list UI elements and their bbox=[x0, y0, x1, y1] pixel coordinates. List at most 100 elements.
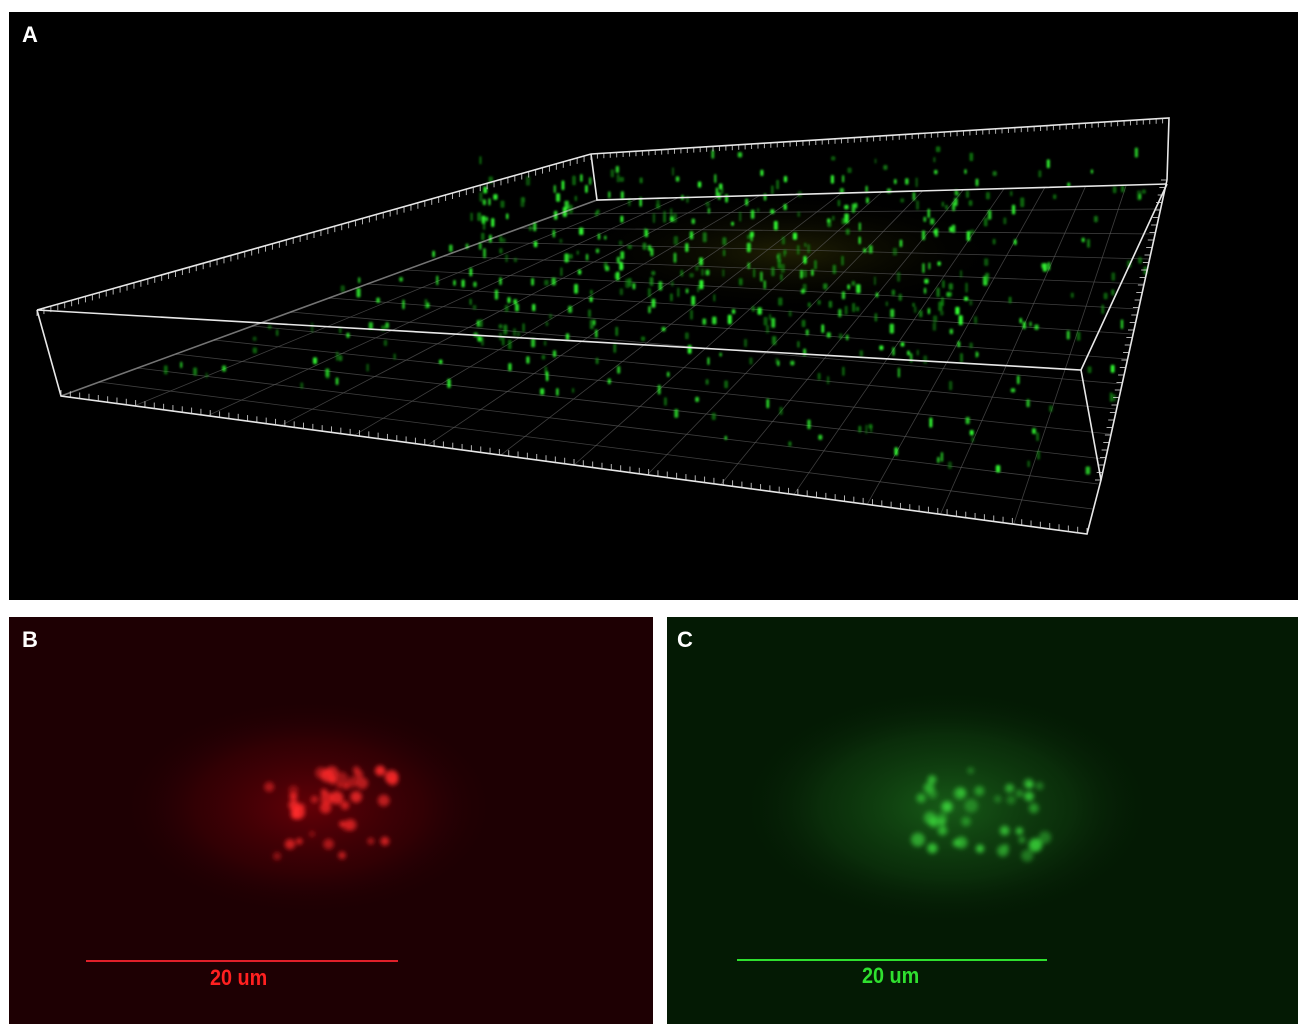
particle bbox=[715, 187, 718, 197]
particle bbox=[858, 236, 861, 245]
particle bbox=[663, 210, 666, 215]
green-fluorescence-image bbox=[737, 687, 1157, 961]
particle bbox=[948, 283, 953, 290]
particle bbox=[1032, 428, 1036, 434]
punctum bbox=[999, 825, 1010, 836]
particle bbox=[879, 345, 884, 351]
particle bbox=[1010, 190, 1013, 197]
particle bbox=[883, 165, 888, 170]
particle bbox=[922, 263, 925, 274]
grid-line bbox=[252, 325, 1116, 410]
particle bbox=[614, 272, 617, 280]
particle bbox=[663, 213, 666, 223]
particle bbox=[771, 317, 776, 328]
particle bbox=[900, 198, 905, 203]
particle bbox=[1020, 197, 1025, 208]
particle bbox=[439, 359, 443, 364]
particle bbox=[777, 252, 782, 263]
punctum bbox=[338, 820, 346, 828]
particle bbox=[1026, 399, 1030, 408]
particle bbox=[858, 222, 861, 231]
particle bbox=[661, 327, 666, 332]
particle bbox=[868, 423, 873, 429]
particle bbox=[839, 188, 844, 194]
particle bbox=[180, 361, 183, 369]
particle bbox=[619, 288, 624, 296]
particle bbox=[658, 281, 663, 291]
particle bbox=[954, 198, 958, 206]
particle bbox=[923, 216, 927, 222]
particle bbox=[469, 298, 472, 306]
punctum bbox=[911, 832, 925, 847]
particle bbox=[722, 237, 727, 246]
punctum bbox=[310, 795, 319, 804]
particle bbox=[545, 321, 549, 327]
particle bbox=[792, 232, 798, 240]
particle bbox=[821, 324, 825, 334]
particle bbox=[488, 198, 491, 206]
particle bbox=[620, 251, 625, 260]
particle bbox=[639, 177, 643, 184]
particle bbox=[585, 253, 589, 261]
particle bbox=[934, 169, 938, 175]
punctum bbox=[1005, 783, 1015, 793]
particle bbox=[533, 241, 538, 248]
particle bbox=[711, 149, 715, 159]
particle bbox=[1138, 257, 1142, 264]
particle bbox=[948, 381, 953, 391]
punctum bbox=[367, 837, 375, 845]
particle bbox=[731, 309, 736, 314]
particle bbox=[940, 452, 944, 462]
particle bbox=[702, 318, 707, 325]
particle bbox=[610, 169, 615, 178]
particle bbox=[504, 304, 509, 312]
particle bbox=[766, 398, 770, 409]
particle bbox=[552, 229, 556, 238]
particle bbox=[958, 315, 963, 326]
particle bbox=[593, 319, 596, 326]
particle bbox=[749, 357, 753, 365]
particle bbox=[479, 192, 483, 202]
punctum bbox=[967, 767, 974, 774]
particle bbox=[827, 218, 830, 223]
particle bbox=[1085, 466, 1091, 475]
particle bbox=[632, 282, 636, 290]
particle bbox=[532, 304, 536, 312]
particle bbox=[968, 200, 973, 206]
particle bbox=[783, 203, 787, 211]
particle bbox=[393, 353, 396, 360]
particle bbox=[595, 248, 600, 254]
particle bbox=[770, 209, 775, 214]
particle bbox=[854, 202, 858, 209]
particle bbox=[517, 331, 520, 337]
particle bbox=[252, 336, 257, 341]
particle bbox=[837, 199, 841, 207]
punctum bbox=[264, 781, 275, 793]
particle bbox=[491, 218, 495, 227]
particle bbox=[481, 232, 485, 241]
particle bbox=[544, 279, 549, 286]
particle bbox=[1081, 237, 1085, 243]
particle bbox=[995, 465, 1001, 473]
particle bbox=[1120, 319, 1124, 329]
particle bbox=[900, 342, 905, 347]
punctum bbox=[290, 809, 301, 820]
particle bbox=[844, 204, 849, 210]
particle bbox=[651, 271, 656, 276]
particle bbox=[725, 194, 729, 203]
particle bbox=[720, 187, 724, 194]
axis-ticks bbox=[36, 118, 1170, 534]
particle bbox=[561, 180, 565, 191]
particle bbox=[983, 217, 988, 227]
particle bbox=[651, 298, 656, 308]
particle bbox=[845, 334, 849, 341]
particle bbox=[1052, 194, 1057, 200]
particle bbox=[790, 360, 795, 366]
particle bbox=[831, 156, 836, 161]
particle bbox=[807, 302, 811, 308]
particle bbox=[476, 320, 479, 327]
particle bbox=[818, 434, 823, 440]
particle bbox=[935, 146, 941, 153]
particle bbox=[797, 211, 801, 217]
punctum bbox=[309, 831, 316, 838]
